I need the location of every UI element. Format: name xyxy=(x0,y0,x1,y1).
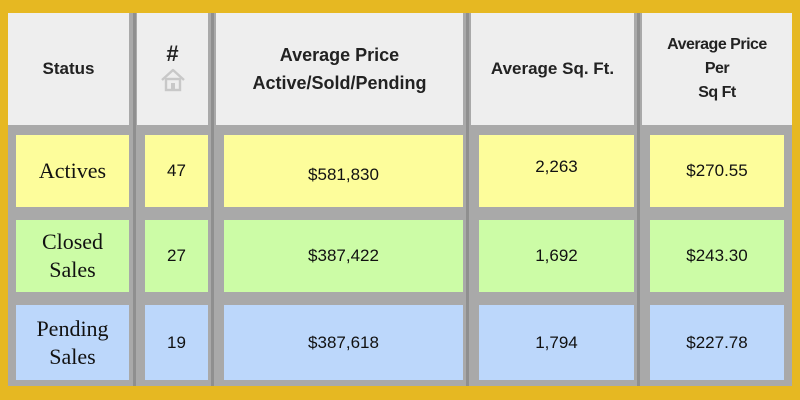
table-row-pending-count: 19 xyxy=(145,305,208,380)
table-row-closed-avg-sqft: 1,692 xyxy=(479,220,634,292)
header-avg-price: Average Price Active/Sold/Pending xyxy=(216,13,463,125)
avg-ppsf-value: $227.78 xyxy=(686,332,748,352)
avg-price-value: $581,830 xyxy=(308,165,379,184)
avg-price-value: $387,618 xyxy=(308,332,379,352)
status-label-line1: Pending xyxy=(36,315,109,341)
header-avg-sqft: Average Sq. Ft. xyxy=(471,13,634,125)
avg-sqft-value: 1,794 xyxy=(535,332,578,352)
header-avg-sqft-label: Average Sq. Ft. xyxy=(490,59,615,78)
avg-ppsf-value: $270.55 xyxy=(686,161,748,180)
table-row-closed-avg-price: $387,422 xyxy=(224,220,463,292)
header-avg-ppsf-line1: Average Price xyxy=(667,36,767,53)
table-row-actives-status: Actives xyxy=(16,135,129,207)
status-label-line2: Sales xyxy=(49,343,96,369)
column-divider xyxy=(466,13,469,386)
house-icon xyxy=(160,68,186,97)
avg-sqft-value: 2,263 xyxy=(535,157,578,176)
avg-ppsf-value: $243.30 xyxy=(686,246,748,265)
count-value: 19 xyxy=(167,332,186,352)
table-row-pending-status: Pending Sales xyxy=(16,305,129,380)
status-label-line1: Closed xyxy=(41,229,104,254)
table-row-pending-avg-price: $387,618 xyxy=(224,305,463,380)
table-row-closed-status: Closed Sales xyxy=(16,220,129,292)
table-row-actives-avg-sqft: 2,263 xyxy=(479,135,634,207)
count-value: 47 xyxy=(167,161,186,180)
header-avg-ppsf-line3: Sq Ft xyxy=(698,84,736,101)
status-label-line1: Actives xyxy=(38,158,107,183)
table-row-closed-avg-ppsf: $243.30 xyxy=(650,220,784,292)
stats-table: Status # Average Price Active/Sold/Pendi… xyxy=(8,13,792,386)
table-row-pending-avg-ppsf: $227.78 xyxy=(650,305,784,380)
status-label-line2: Sales xyxy=(49,257,96,282)
header-avg-price-line1: Average Price xyxy=(279,45,400,65)
table-row-actives-avg-price: $581,830 xyxy=(224,135,463,207)
column-divider xyxy=(211,13,214,386)
header-count: # xyxy=(137,13,208,125)
header-avg-ppsf-line2: Per xyxy=(704,60,730,77)
header-status: Status xyxy=(8,13,129,125)
column-divider xyxy=(637,13,640,386)
count-value: 27 xyxy=(167,246,186,265)
avg-sqft-value: 1,692 xyxy=(535,246,578,265)
header-count-label: # xyxy=(166,40,179,66)
column-divider xyxy=(133,13,136,386)
table-row-closed-count: 27 xyxy=(145,220,208,292)
header-avg-price-line2: Active/Sold/Pending xyxy=(252,73,427,93)
header-status-label: Status xyxy=(42,59,95,78)
table-row-actives-avg-ppsf: $270.55 xyxy=(650,135,784,207)
table-row-pending-avg-sqft: 1,794 xyxy=(479,305,634,380)
header-avg-ppsf: Average Price Per Sq Ft xyxy=(642,13,792,125)
avg-price-value: $387,422 xyxy=(308,246,379,265)
table-row-actives-count: 47 xyxy=(145,135,208,207)
